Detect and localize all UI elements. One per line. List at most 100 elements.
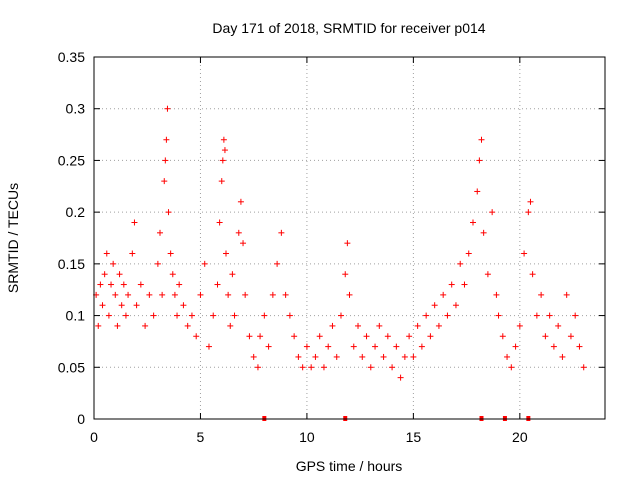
data-point: [118, 302, 125, 309]
data-point: [110, 260, 117, 267]
data-point: [129, 250, 136, 257]
data-point: [474, 188, 481, 195]
data-point: [527, 198, 534, 205]
y-tick-label: 0.3: [66, 101, 86, 117]
x-tick-label: 20: [512, 429, 528, 445]
x-axis-label: GPS time / hours: [296, 458, 403, 474]
data-point: [278, 229, 285, 236]
data-point: [164, 105, 171, 112]
data-point: [427, 333, 434, 340]
data-point: [214, 281, 221, 288]
data-point: [137, 281, 144, 288]
data-point: [188, 312, 195, 319]
data-point: [316, 333, 323, 340]
data-point: [342, 271, 349, 278]
data-point: [250, 353, 257, 360]
data-point: [257, 333, 264, 340]
data-point: [240, 240, 247, 247]
data-point: [157, 229, 164, 236]
data-point: [525, 209, 532, 216]
data-point: [312, 353, 319, 360]
data-point: [165, 209, 172, 216]
data-point: [448, 281, 455, 288]
data-point: [274, 260, 281, 267]
data-point: [299, 364, 306, 371]
data-point: [572, 312, 579, 319]
data-point: [329, 322, 336, 329]
data-point: [355, 322, 362, 329]
data-point: [114, 322, 121, 329]
y-axis-label: SRMTID / TECUs: [5, 183, 21, 293]
data-point: [457, 260, 464, 267]
data-point: [480, 229, 487, 236]
data-point: [163, 136, 170, 143]
data-point: [125, 291, 132, 298]
data-point: [576, 343, 583, 350]
data-point: [359, 353, 366, 360]
data-point: [559, 353, 566, 360]
data-point: [223, 250, 230, 257]
data-point: [161, 178, 168, 185]
data-point: [533, 312, 540, 319]
data-point: [269, 291, 276, 298]
data-point: [376, 322, 383, 329]
data-point: [372, 343, 379, 350]
data-point: [193, 333, 200, 340]
data-point: [550, 343, 557, 350]
x-tick-label: 15: [406, 429, 422, 445]
y-tick-label: 0.1: [66, 308, 86, 324]
data-point: [461, 281, 468, 288]
data-point: [286, 312, 293, 319]
data-point: [229, 271, 236, 278]
data-point: [418, 343, 425, 350]
data-point: [484, 271, 491, 278]
y-tick-label: 0: [77, 411, 85, 427]
data-point: [162, 157, 169, 164]
data-point: [150, 312, 157, 319]
data-point: [176, 281, 183, 288]
data-point: [133, 302, 140, 309]
data-point: [499, 333, 506, 340]
data-point: [444, 312, 451, 319]
data-point: [320, 364, 327, 371]
data-point: [246, 333, 253, 340]
data-point: [146, 291, 153, 298]
data-point: [401, 353, 408, 360]
data-point: [231, 312, 238, 319]
data-point: [380, 353, 387, 360]
data-point: [167, 250, 174, 257]
data-point: [282, 291, 289, 298]
data-point: [384, 333, 391, 340]
data-point: [218, 178, 225, 185]
data-point: [235, 229, 242, 236]
plot-area-frame: [93, 56, 606, 420]
data-point: [346, 291, 353, 298]
data-point: [516, 322, 523, 329]
data-point: [512, 343, 519, 350]
chart-title: Day 171 of 2018, SRMTID for receiver p01…: [212, 20, 485, 36]
data-point: [221, 147, 228, 154]
data-point: [184, 322, 191, 329]
data-point: [242, 291, 249, 298]
data-point: [538, 291, 545, 298]
data-point: [122, 312, 129, 319]
data-point: [431, 302, 438, 309]
data-point: [101, 271, 108, 278]
data-point: [508, 364, 515, 371]
data-point: [493, 291, 500, 298]
data-point: [171, 291, 178, 298]
data-point: [546, 312, 553, 319]
data-point: [504, 353, 511, 360]
data-point: [180, 302, 187, 309]
data-point: [529, 271, 536, 278]
data-point: [414, 322, 421, 329]
data-point: [216, 219, 223, 226]
data-point: [325, 343, 332, 350]
data-point: [219, 157, 226, 164]
data-point: [220, 136, 227, 143]
data-point: [169, 271, 176, 278]
x-tick-label: 5: [197, 429, 205, 445]
data-point: [542, 333, 549, 340]
data-point: [580, 364, 587, 371]
data-point: [465, 250, 472, 257]
